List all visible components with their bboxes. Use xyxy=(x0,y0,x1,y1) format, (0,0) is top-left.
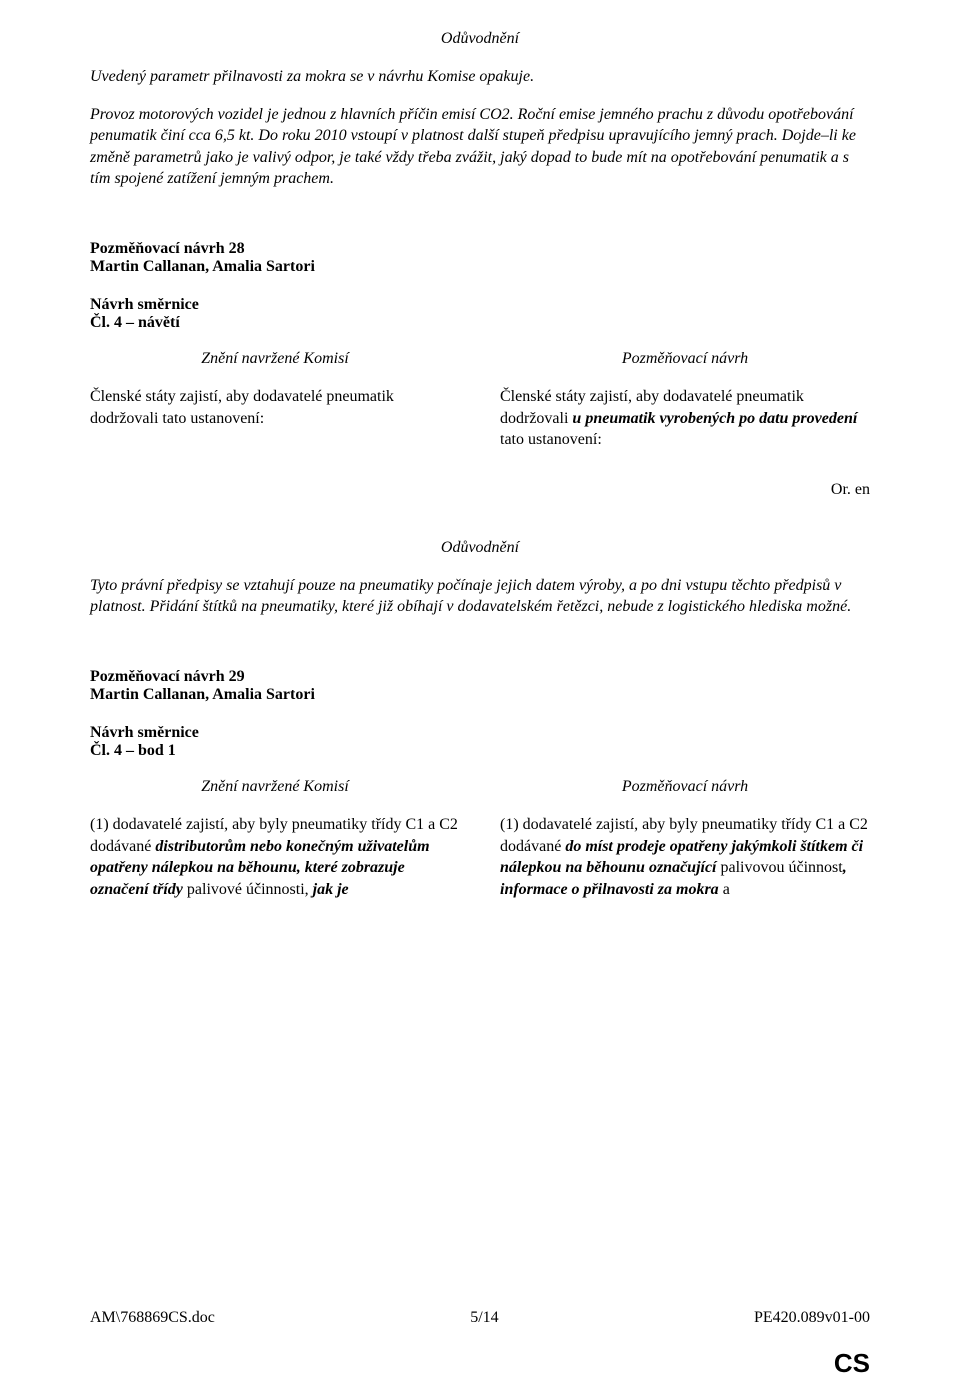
footer-center: 5/14 xyxy=(470,1309,498,1327)
footer-right: PE420.089v01-00 xyxy=(754,1309,870,1327)
justification-heading-2: Odůvodnění xyxy=(90,539,870,557)
amendment-29-left-text: (1) dodavatelé zajistí, aby byly pneumat… xyxy=(90,814,460,900)
amendment-28-columns: Znění navržené Komisí Členské státy zaji… xyxy=(90,350,870,451)
amendment-28-left-text: Členské státy zajistí, aby dodavatelé pn… xyxy=(90,386,460,429)
justification-para-1b: Provoz motorových vozidel je jednou z hl… xyxy=(90,104,870,190)
amendment-28-right-header: Pozměňovací návrh xyxy=(500,350,870,368)
amendment-29-left-header: Znění navržené Komisí xyxy=(90,778,460,796)
language-mark: CS xyxy=(834,1348,870,1379)
amendment-28-title: Pozměňovací návrh 28 xyxy=(90,240,870,258)
amendment-28-proposal: Návrh směrnice xyxy=(90,296,870,314)
page-footer: AM\768869CS.doc 5/14 PE420.089v01-00 xyxy=(90,1309,870,1327)
amendment-29-right-text: (1) dodavatelé zajistí, aby byly pneumat… xyxy=(500,814,870,900)
amendment-29-author: Martin Callanan, Amalia Sartori xyxy=(90,686,870,704)
amendment-29-title: Pozměňovací návrh 29 xyxy=(90,668,870,686)
amendment-29-left-col: Znění navržené Komisí (1) dodavatelé zaj… xyxy=(90,778,460,900)
amendment-29-proposal: Návrh směrnice xyxy=(90,724,870,742)
justification-para-1a: Uvedený parametr přilnavosti za mokra se… xyxy=(90,66,870,88)
amendment-28-lang: Or. en xyxy=(90,481,870,499)
amendment-28-right-text: Členské státy zajistí, aby dodavatelé pn… xyxy=(500,386,870,451)
amendment-28-article: Čl. 4 – návětí xyxy=(90,314,870,332)
amendment-28-left-col: Znění navržené Komisí Členské státy zaji… xyxy=(90,350,460,451)
justification-heading-1: Odůvodnění xyxy=(90,30,870,48)
amendment-29-article: Čl. 4 – bod 1 xyxy=(90,742,870,760)
amendment-29-right-header: Pozměňovací návrh xyxy=(500,778,870,796)
amendment-28-right-col: Pozměňovací návrh Členské státy zajistí,… xyxy=(500,350,870,451)
amendment-28-left-header: Znění navržené Komisí xyxy=(90,350,460,368)
amendment-28-author: Martin Callanan, Amalia Sartori xyxy=(90,258,870,276)
amendment-29-columns: Znění navržené Komisí (1) dodavatelé zaj… xyxy=(90,778,870,900)
justification-para-2: Tyto právní předpisy se vztahují pouze n… xyxy=(90,575,870,618)
amendment-29-right-col: Pozměňovací návrh (1) dodavatelé zajistí… xyxy=(500,778,870,900)
footer-left: AM\768869CS.doc xyxy=(90,1309,215,1327)
